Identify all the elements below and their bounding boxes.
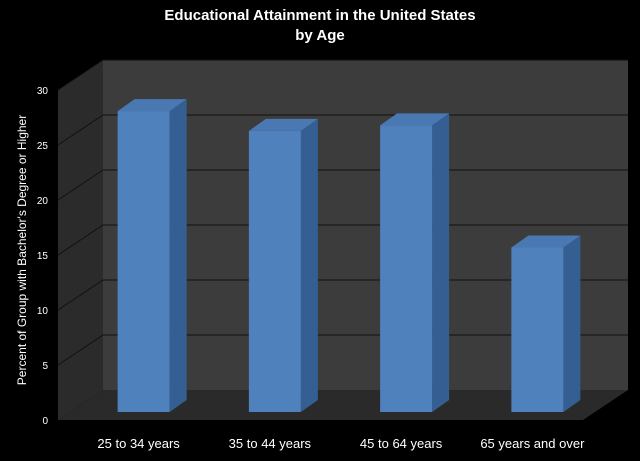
x-tick-label: 25 to 34 years bbox=[97, 436, 180, 451]
bar-side bbox=[300, 118, 318, 413]
bar-front bbox=[380, 125, 433, 413]
gridline bbox=[57, 59, 628, 91]
bar-side bbox=[169, 99, 187, 412]
bars bbox=[117, 99, 581, 413]
bar bbox=[380, 113, 450, 413]
gridline bbox=[57, 169, 628, 201]
y-tick-label: 0 bbox=[42, 416, 48, 427]
y-tick-label: 5 bbox=[42, 361, 48, 372]
bar bbox=[117, 99, 187, 412]
y-axis-label: Percent of Group with Bachelor's Degree … bbox=[15, 115, 29, 385]
y-tick-label: 25 bbox=[37, 141, 49, 152]
x-tick-label: 45 to 64 years bbox=[360, 436, 443, 451]
bar-top bbox=[511, 235, 581, 248]
gridline bbox=[57, 334, 628, 366]
chart-title-line-1: Educational Attainment in the United Sta… bbox=[164, 7, 475, 24]
y-tick-label: 15 bbox=[37, 251, 49, 262]
gridline bbox=[57, 279, 628, 311]
gridline bbox=[57, 224, 628, 256]
y-tick-label: 30 bbox=[37, 86, 49, 97]
bar-top bbox=[117, 99, 187, 112]
bar-top bbox=[248, 118, 318, 131]
chart-title-line-2: by Age bbox=[295, 27, 344, 44]
bar bbox=[248, 118, 318, 413]
y-tick-label: 10 bbox=[37, 306, 49, 317]
gridline bbox=[57, 114, 628, 146]
bar-side bbox=[563, 235, 581, 412]
x-tick-label: 35 to 44 years bbox=[229, 436, 312, 451]
y-axis-ticks: 0 5 10 15 20 25 30 bbox=[37, 86, 49, 427]
bar-top bbox=[380, 113, 450, 126]
x-axis-labels: 25 to 34 years 35 to 44 years 45 to 64 yea… bbox=[97, 436, 585, 451]
bar-side bbox=[432, 113, 450, 413]
floor bbox=[58, 390, 628, 420]
y-tick-label: 20 bbox=[37, 196, 49, 207]
bar-front bbox=[117, 111, 170, 412]
x-tick-label: 65 years and over bbox=[480, 436, 585, 451]
bar-front bbox=[248, 130, 301, 412]
bar-front bbox=[511, 247, 564, 412]
gridlines bbox=[57, 59, 628, 366]
bar bbox=[511, 235, 581, 412]
